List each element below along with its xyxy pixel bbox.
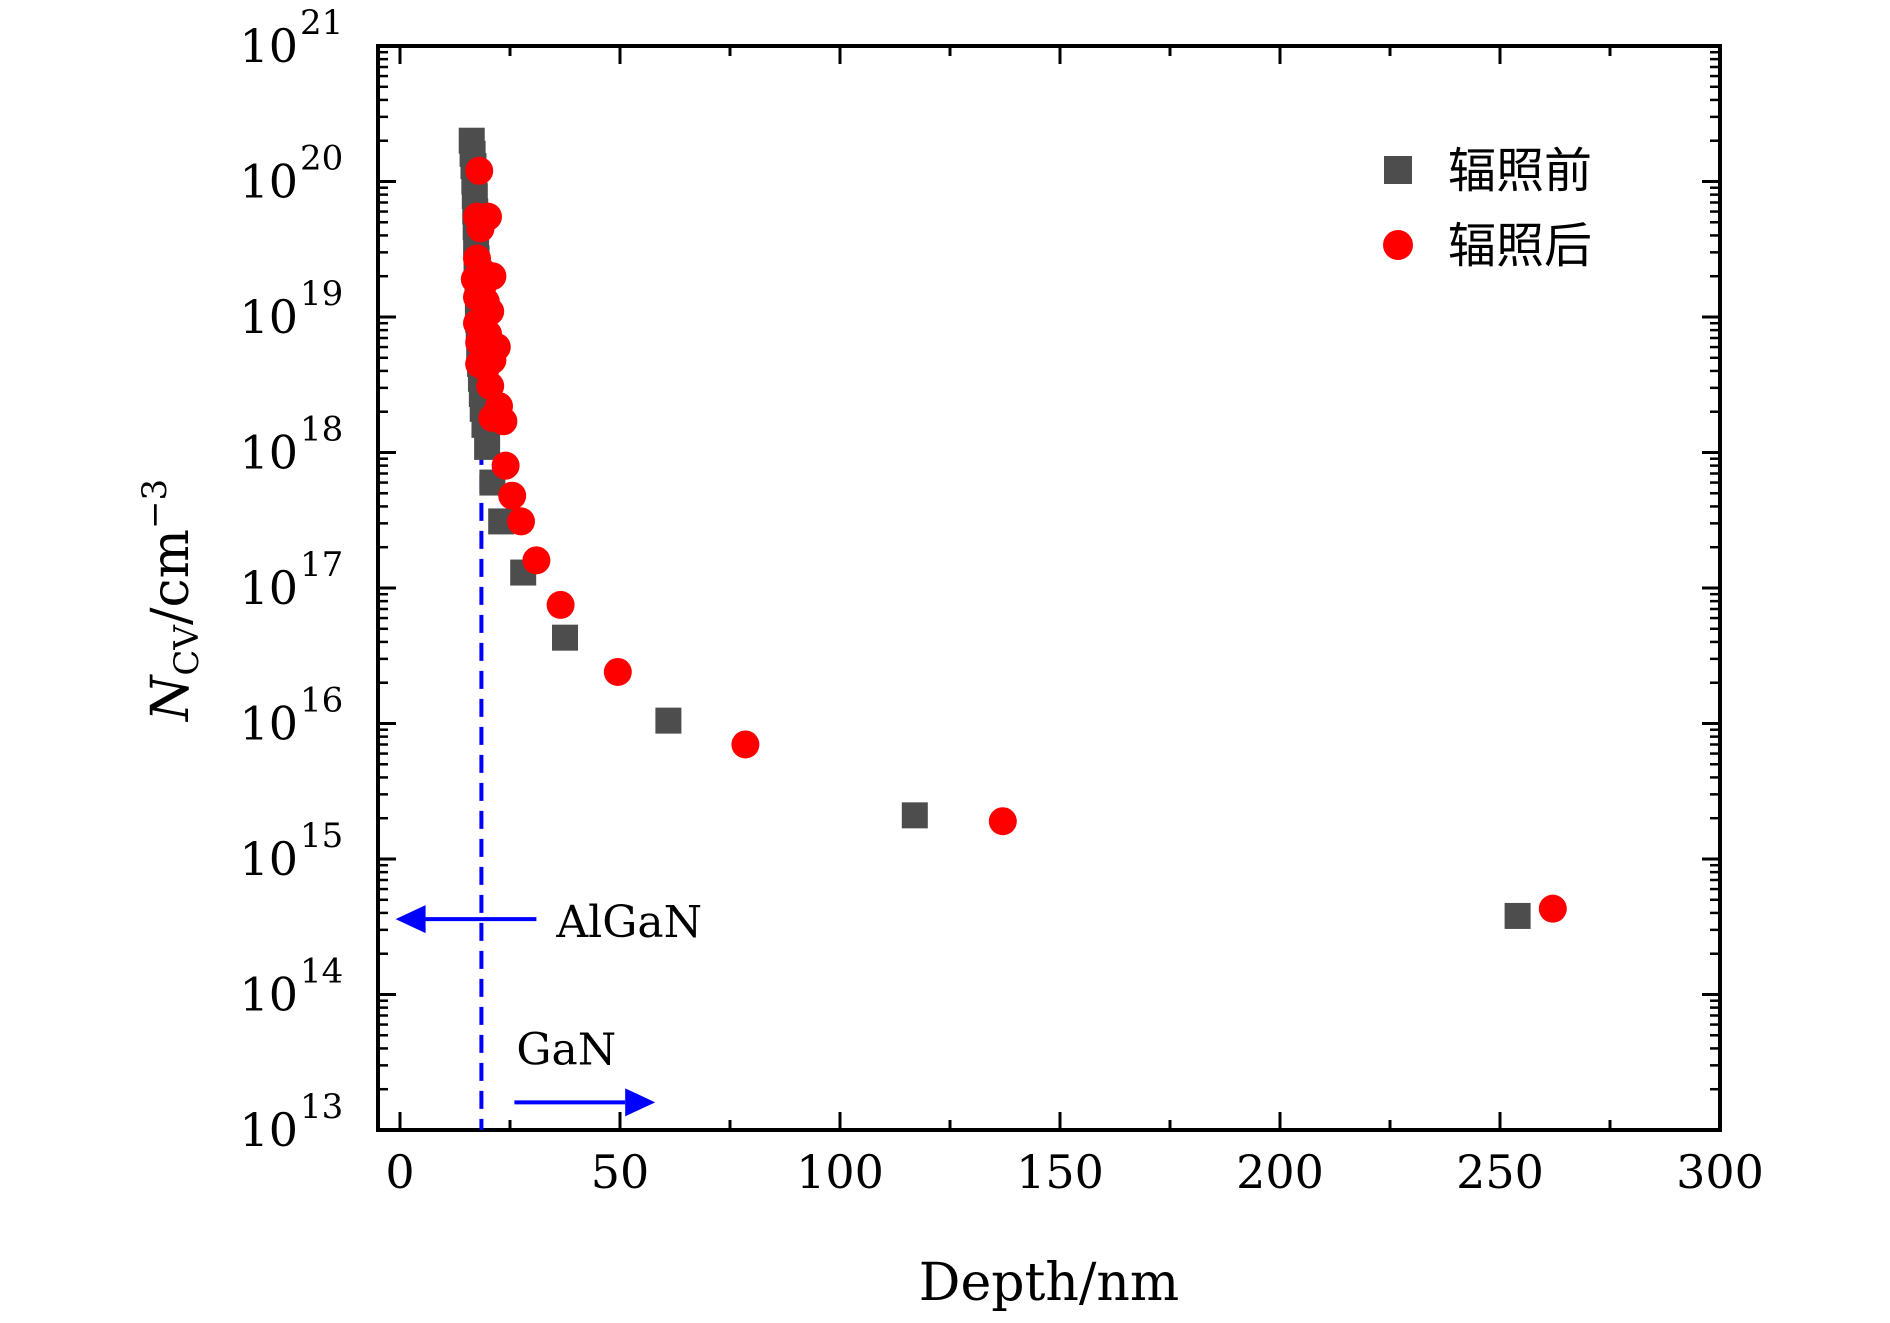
x-axis-title: Depth/nm [919,1253,1179,1313]
gan-label: GaN [516,1024,616,1075]
data-point-circle [522,546,551,575]
y-tick-base: 10 [239,155,298,209]
series-1 [458,127,1531,929]
y-tick-base: 10 [239,832,298,886]
x-tick-label: 250 [1456,1145,1544,1199]
data-point-circle [603,657,632,686]
y-tick-base: 10 [239,426,298,480]
y-tick-exponent: 15 [300,816,343,856]
y-axis-title: NCV/cm−3 [135,479,207,723]
data-point-circle [491,451,520,480]
y-tick-exponent: 13 [300,1087,343,1127]
gan-arrow-head [625,1088,656,1117]
x-tick-label: 300 [1676,1145,1764,1199]
plot-frame [376,44,1722,1132]
legend-label: 辐照后 [1448,218,1592,274]
y-tick-base: 10 [239,290,298,344]
annotations: AlGaN GaN [395,446,702,1130]
data-point-circle [988,807,1017,836]
y-tick-base: 10 [239,19,298,73]
data-point-circle [466,214,495,243]
data-point-circle [498,481,527,510]
data-point-square [1504,902,1531,929]
algan-label: AlGaN [555,897,702,948]
data-point-circle [465,156,494,185]
axis-titles: Depth/nm NCV/cm−3 [135,479,1179,1313]
y-tick-exponent: 14 [300,952,343,992]
x-tick-label: 150 [1016,1145,1104,1199]
data-series [458,127,1567,929]
x-tick-label: 100 [796,1145,884,1199]
legend-label: 辐照前 [1448,143,1592,199]
y-tick-exponent: 19 [300,274,343,314]
data-point-circle [1538,894,1567,923]
x-tick-label: 0 [385,1145,414,1199]
y-tick-base: 10 [239,697,298,751]
legend-marker-circle [1383,230,1413,260]
data-point-square [655,707,682,734]
data-point-square [474,433,501,460]
data-point-circle [507,507,535,536]
x-tick-label: 200 [1236,1145,1324,1199]
y-tick-base: 10 [239,1103,298,1157]
y-tick-base: 10 [239,561,298,615]
y-tick-exponent: 21 [300,3,343,43]
y-tick-exponent: 20 [300,139,343,179]
data-point-circle [731,730,760,759]
x-tick-label: 50 [591,1145,650,1199]
data-point-circle [546,590,575,619]
data-point-circle [489,407,518,436]
algan-arrow-head [395,905,426,934]
legend-marker-square [1384,156,1412,184]
y-tick-exponent: 16 [300,681,343,721]
y-tick-exponent: 17 [300,545,343,585]
y-tick-base: 10 [239,968,298,1022]
series-2 [460,156,1567,923]
data-point-square [552,624,578,651]
data-point-square [901,802,928,829]
y-tick-exponent: 18 [300,410,343,450]
